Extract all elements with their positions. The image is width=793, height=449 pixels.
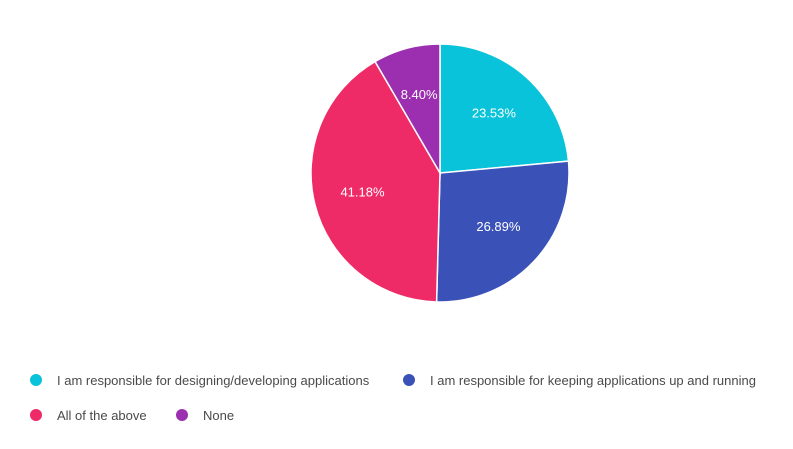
chart-legend: I am responsible for designing/developin… [30, 370, 790, 440]
legend-label-all: All of the above [57, 407, 147, 423]
legend-label-running: I am responsible for keeping application… [430, 372, 756, 388]
data-label-all: 41.18% [340, 184, 385, 199]
data-label-designing: 23.53% [472, 105, 517, 120]
legend-row-1: I am responsible for designing/developin… [30, 370, 790, 390]
legend-swatch-all [30, 409, 42, 421]
legend-row-2: All of the above None [30, 405, 790, 425]
legend-swatch-designing [30, 374, 42, 386]
legend-label-none: None [203, 407, 235, 423]
legend-item-all[interactable]: All of the above [30, 408, 176, 423]
legend-swatch-running [403, 374, 415, 386]
legend-item-designing[interactable]: I am responsible for designing/developin… [30, 373, 403, 388]
pie-slices [310, 43, 570, 303]
pie-data-labels: 23.53% 26.89% 41.18% 8.40% [340, 87, 520, 234]
data-label-none: 8.40% [401, 87, 438, 102]
pie-slice-designing[interactable] [439, 43, 570, 174]
data-label-running: 26.89% [476, 219, 521, 234]
pie-slice-all[interactable] [310, 60, 441, 303]
legend-item-running[interactable]: I am responsible for keeping application… [403, 373, 756, 388]
legend-item-none[interactable]: None [176, 408, 234, 423]
legend-label-designing: I am responsible for designing/developin… [57, 372, 370, 388]
pie-slice-running[interactable] [435, 160, 570, 303]
legend-swatch-none [176, 409, 188, 421]
pie-slice-none[interactable] [374, 43, 441, 176]
